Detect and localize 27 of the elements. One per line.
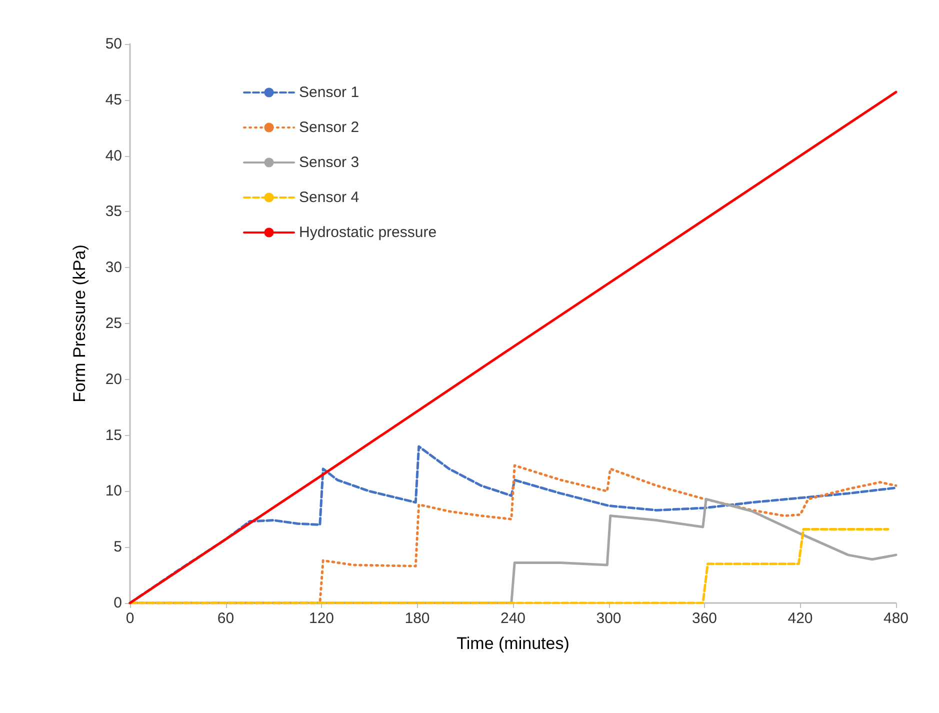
legend-label: Sensor 3: [299, 154, 360, 171]
legend-label: Sensor 2: [299, 119, 360, 136]
x-tick-label: 0: [126, 610, 134, 627]
x-tick-label: 180: [404, 610, 430, 627]
y-tick-label: 50: [105, 36, 122, 52]
y-tick-label: 20: [105, 370, 122, 388]
x-tick-label: 300: [596, 610, 622, 627]
y-tick-label: 35: [105, 203, 122, 220]
y-tick-label: 25: [105, 315, 122, 332]
x-tick-label: 240: [500, 610, 526, 627]
y-tick-label: 10: [105, 482, 122, 500]
y-tick-label: 5: [114, 538, 122, 556]
legend-label: Sensor 1: [299, 84, 360, 101]
x-axis-title: Time (minutes): [456, 634, 570, 653]
x-tick-label: 420: [788, 610, 813, 627]
y-axis-title: Form Pressure (kPa): [70, 244, 89, 402]
y-tick-label: 30: [105, 259, 122, 276]
x-tick-label: 60: [217, 610, 234, 627]
x-tick-label: 480: [883, 610, 909, 627]
y-tick-label: 45: [105, 91, 122, 108]
y-tick-label: 15: [105, 426, 122, 444]
y-tick-label: 40: [105, 147, 122, 164]
legend-label: Sensor 4: [299, 189, 360, 206]
legend-label: Hydrostatic pressure: [299, 224, 437, 241]
y-tick-label: 0: [114, 594, 122, 612]
x-tick-label: 360: [692, 610, 718, 627]
x-tick-label: 120: [308, 610, 334, 627]
